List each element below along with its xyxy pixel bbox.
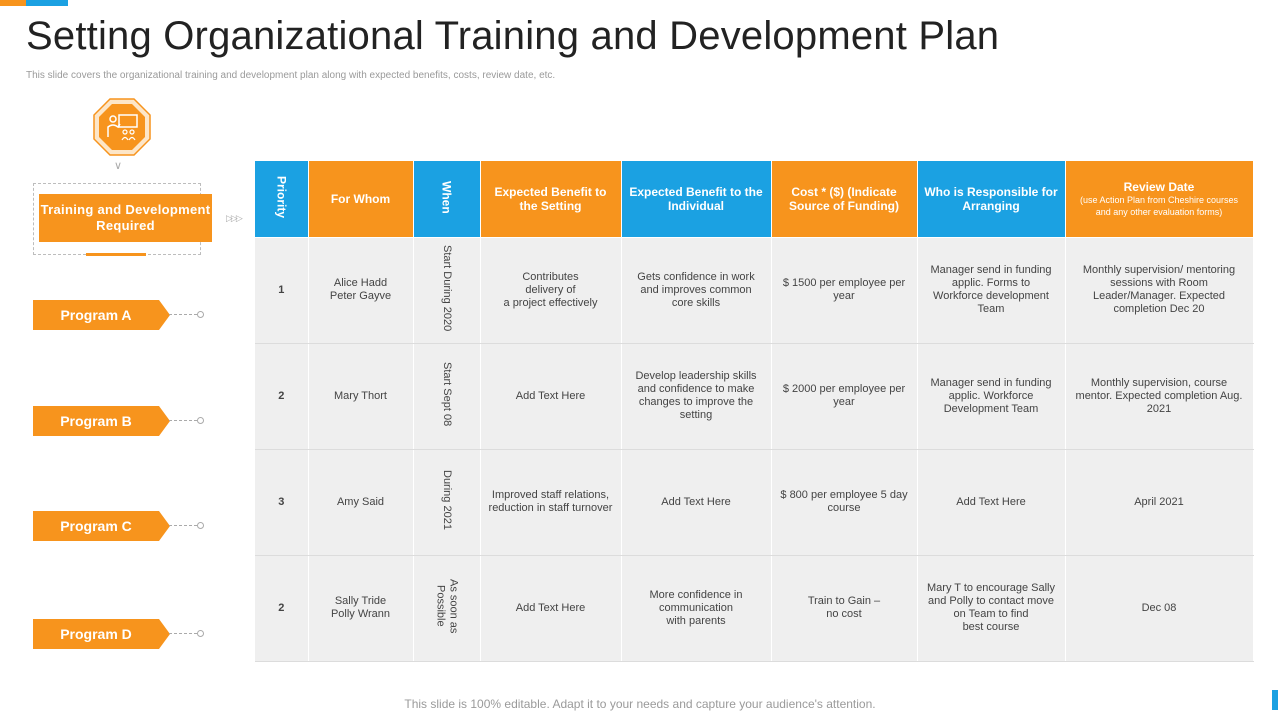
cell-review: Monthly supervision, course mentor. Expe… bbox=[1065, 342, 1254, 450]
required-label-tab bbox=[86, 253, 146, 256]
review-date-note: (use Action Plan from Cheshire courses a… bbox=[1079, 194, 1239, 217]
table-header-row: Priority For Whom When Expected Benefit … bbox=[255, 161, 1254, 237]
program-a-connector bbox=[169, 310, 205, 320]
cell-cost: $ 1500 per employee per year bbox=[771, 236, 918, 344]
cell-responsible: Manager send in funding applic. Workforc… bbox=[917, 342, 1066, 450]
header-cost: Cost * ($) (Indicate Source of Funding) bbox=[771, 161, 918, 237]
program-a-button[interactable]: Program A bbox=[33, 300, 170, 330]
program-b-connector bbox=[169, 416, 205, 426]
cell-responsible: Manager send in funding applic. Forms to… bbox=[917, 236, 1066, 344]
table-row: 3 Amy Said During 2021 Improved staff relat… bbox=[255, 448, 1254, 556]
cell-for-whom: Mary Thort bbox=[308, 342, 414, 450]
top-accent-orange bbox=[0, 0, 26, 6]
cell-benefit-setting: Contributes delivery of a project effect… bbox=[480, 236, 622, 344]
header-benefit-setting: Expected Benefit to the Setting bbox=[480, 161, 622, 237]
cell-benefit-setting: Improved staff relations, reduction in s… bbox=[480, 448, 622, 556]
header-benefit-individual: Expected Benefit to the Individual bbox=[621, 161, 772, 237]
cell-cost: Train to Gain – no cost bbox=[771, 554, 918, 662]
table-row: 2 Mary Thort Start Sept 08 Add Text Here Dev… bbox=[255, 342, 1254, 450]
corner-accent bbox=[1272, 690, 1278, 710]
double-chevron-right-icon: ▷▷▷ bbox=[226, 213, 243, 223]
header-responsible: Who is Responsible for Arranging bbox=[917, 161, 1066, 237]
training-required-label: Training and Development Required bbox=[39, 194, 212, 242]
cell-cost: $ 2000 per employee per year bbox=[771, 342, 918, 450]
program-label: Program A bbox=[60, 307, 132, 323]
header-for-whom: For Whom bbox=[308, 161, 414, 237]
cell-benefit-individual: Develop leadership skills and confidence… bbox=[621, 342, 772, 450]
cell-priority: 2 bbox=[255, 554, 309, 662]
header-review-date: Review Date (use Action Plan from Cheshi… bbox=[1065, 161, 1254, 237]
program-c-connector bbox=[169, 521, 205, 531]
cell-when: As soon as Possible bbox=[413, 554, 481, 662]
cell-for-whom: Sally Tride Polly Wrann bbox=[308, 554, 414, 662]
header-when: When bbox=[413, 161, 481, 237]
cell-cost: $ 800 per employee 5 day course bbox=[771, 448, 918, 556]
chevron-down-icon: ∨ bbox=[114, 160, 123, 172]
program-label: Program B bbox=[60, 413, 132, 429]
cell-responsible: Mary T to encourage Sally and Polly to c… bbox=[917, 554, 1066, 662]
cell-benefit-setting: Add Text Here bbox=[480, 554, 622, 662]
cell-review: April 2021 bbox=[1065, 448, 1254, 556]
program-b-button[interactable]: Program B bbox=[33, 406, 170, 436]
table-row: 2 Sally Tride Polly Wrann As soon as Possi… bbox=[255, 554, 1254, 662]
cell-when: During 2021 bbox=[413, 448, 481, 556]
page-title: Setting Organizational Training and Deve… bbox=[26, 14, 1000, 58]
cell-review: Monthly supervision/ mentoring sessions … bbox=[1065, 236, 1254, 344]
cell-when: Start During 2020 bbox=[413, 236, 481, 344]
cell-benefit-individual: More confidence in communication with pa… bbox=[621, 554, 772, 662]
header-priority: Priority bbox=[255, 161, 309, 237]
cell-for-whom: Amy Said bbox=[308, 448, 414, 556]
cell-for-whom: Alice Hadd Peter Gayve bbox=[308, 236, 414, 344]
cell-priority: 2 bbox=[255, 342, 309, 450]
cell-benefit-setting: Add Text Here bbox=[480, 342, 622, 450]
cell-review: Dec 08 bbox=[1065, 554, 1254, 662]
program-label: Program C bbox=[60, 518, 132, 534]
cell-responsible: Add Text Here bbox=[917, 448, 1066, 556]
cell-benefit-individual: Add Text Here bbox=[621, 448, 772, 556]
training-plan-table: Priority For Whom When Expected Benefit … bbox=[255, 161, 1254, 662]
cell-priority: 3 bbox=[255, 448, 309, 556]
program-d-connector bbox=[169, 629, 205, 639]
top-accent-blue bbox=[26, 0, 68, 6]
cell-when: Start Sept 08 bbox=[413, 342, 481, 450]
page-subtitle: This slide covers the organizational tra… bbox=[26, 70, 556, 81]
program-label: Program D bbox=[60, 626, 132, 642]
cell-benefit-individual: Gets confidence in work and improves com… bbox=[621, 236, 772, 344]
table-row: 1 Alice Hadd Peter Gayve Start During 2020… bbox=[255, 236, 1254, 344]
cell-priority: 1 bbox=[255, 236, 309, 344]
footer-note: This slide is 100% editable. Adapt it to… bbox=[404, 697, 876, 711]
program-d-button[interactable]: Program D bbox=[33, 619, 170, 649]
program-c-button[interactable]: Program C bbox=[33, 511, 170, 541]
training-presentation-icon bbox=[92, 97, 152, 157]
